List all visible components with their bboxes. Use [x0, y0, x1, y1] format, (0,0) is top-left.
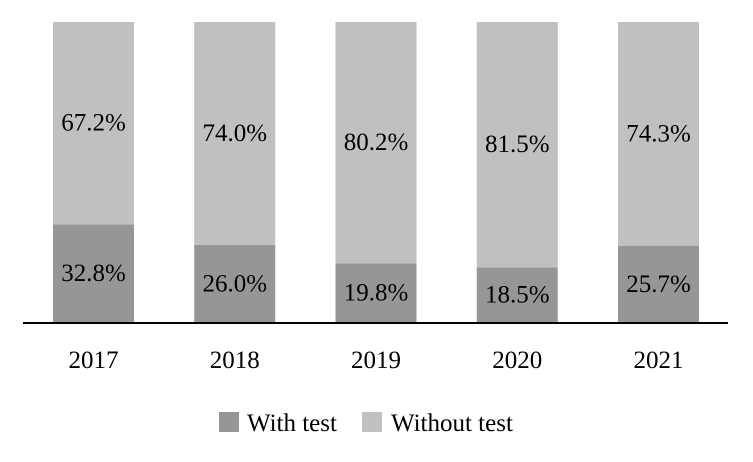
legend-label-without-test: Without test	[391, 410, 513, 437]
data-label-without-test-2020: 81.5%	[485, 131, 550, 158]
bar-segment-without-test-2018	[194, 22, 276, 245]
x-tick-labels: 2017 2018 2019 2020 2021	[69, 347, 684, 374]
bar-segment-without-test-2020	[476, 22, 558, 268]
legend-label-with-test: With test	[247, 410, 337, 437]
data-label-without-test-2019: 80.2%	[344, 129, 409, 156]
x-tick-label-2020: 2020	[492, 347, 542, 374]
bar-segment-without-test-2017	[53, 22, 134, 225]
data-label-without-test-2018: 74.0%	[202, 120, 267, 147]
x-tick-label-2017: 2017	[69, 347, 119, 374]
data-label-with-test-2017: 32.8%	[61, 260, 126, 287]
x-tick-label-2018: 2018	[210, 347, 260, 374]
data-label-without-test-2021: 74.3%	[626, 120, 691, 147]
data-label-with-test-2020: 18.5%	[485, 282, 550, 309]
bar-segment-with-test-2021	[618, 245, 699, 323]
x-tick-label-2019: 2019	[351, 347, 401, 374]
data-label-with-test-2018: 26.0%	[202, 270, 267, 297]
data-label-without-test-2017: 67.2%	[61, 110, 126, 137]
x-tick-label-2021: 2021	[634, 347, 684, 374]
data-label-with-test-2021: 25.7%	[626, 271, 691, 298]
bars-layer: 32.8% 67.2% 26.0% 74.0% 19.8% 80.2% 18.5% 81.5%…	[53, 22, 699, 323]
bar-segment-without-test-2021	[618, 22, 699, 246]
bar-segment-with-test-2017	[53, 224, 134, 323]
legend: With test Without test	[219, 410, 513, 437]
bar-segment-with-test-2018	[194, 244, 276, 323]
legend-swatch-without-test	[362, 412, 382, 432]
bar-segment-with-test-2020	[476, 267, 558, 323]
bar-segment-with-test-2019	[335, 263, 417, 323]
legend-swatch-with-test	[219, 412, 239, 432]
bar-segment-without-test-2019	[335, 22, 417, 264]
data-label-with-test-2019: 19.8%	[344, 280, 409, 307]
